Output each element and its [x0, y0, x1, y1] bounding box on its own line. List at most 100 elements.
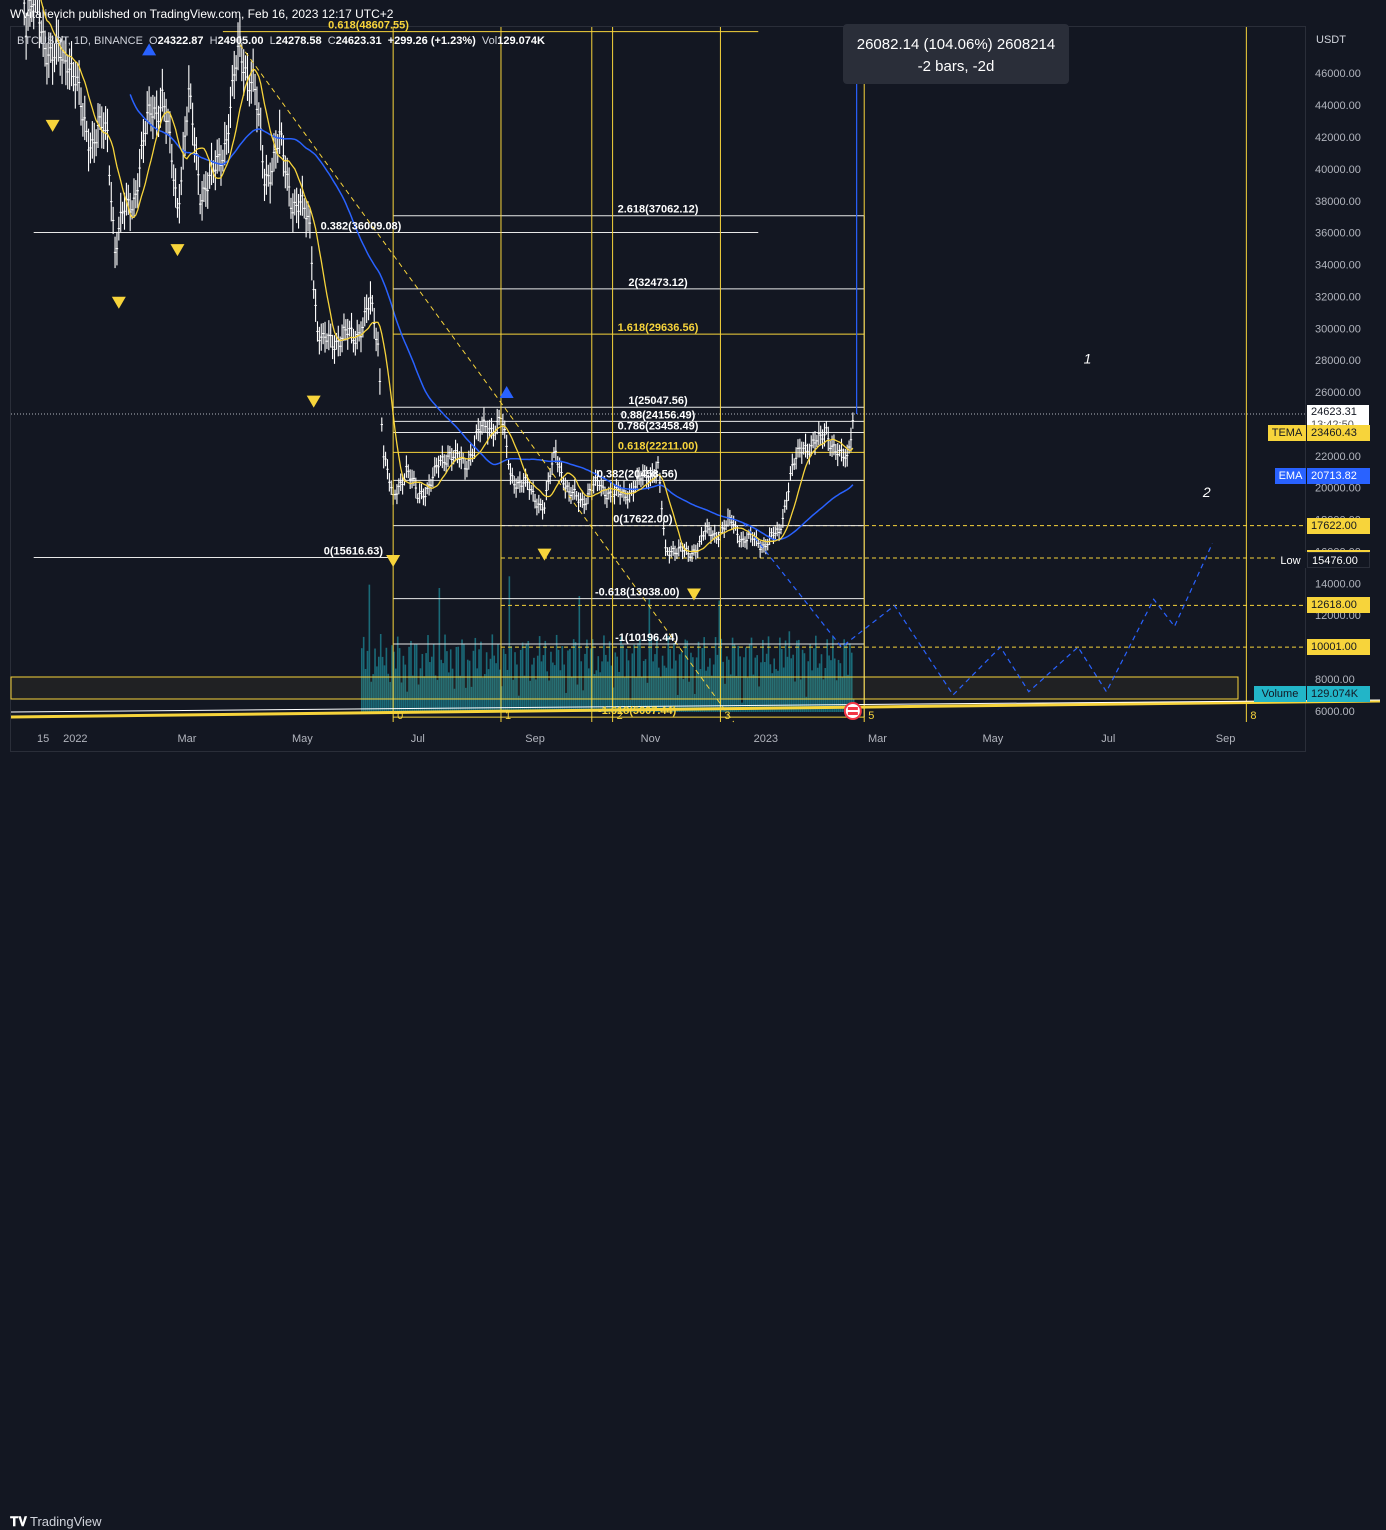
- volume-bar: [446, 651, 448, 712]
- volume-value: 129.074K: [497, 35, 545, 47]
- symbol-name[interactable]: BTCUSDT, 1D, BINANCE: [17, 35, 143, 47]
- volume-bar: [633, 644, 636, 712]
- fib-level-label: 0(17622.00): [613, 514, 673, 526]
- volume-bar: [374, 648, 376, 712]
- volume-bar: [493, 655, 496, 712]
- volume-bar: [421, 653, 424, 712]
- volume-bar: [676, 694, 679, 712]
- volume-bar: [589, 648, 592, 712]
- volume-bar: [478, 649, 480, 712]
- x-tick-label: 15: [37, 733, 49, 745]
- volume-bar: [383, 665, 386, 712]
- volume-bar: [701, 648, 704, 712]
- volume-bar: [518, 695, 520, 712]
- down-arrow-marker: [45, 119, 60, 132]
- volume-bar: [504, 653, 507, 712]
- volume-bar: [724, 683, 726, 712]
- volume-bar: [389, 681, 391, 712]
- low-value: 24278.58: [275, 35, 322, 47]
- tradingview-brand: TradingView: [30, 1514, 102, 1529]
- volume-bar: [461, 639, 463, 712]
- price-tag-name: Low: [1275, 551, 1306, 568]
- fib-level-label: 0.786(23458.49): [618, 421, 699, 433]
- volume-bar: [378, 656, 380, 712]
- volume-bar: [771, 673, 774, 712]
- main-chart[interactable]: 0.618(48607.55) 0.382(36009.08) 0(15616.63…: [0, 0, 1386, 787]
- volume-bar: [714, 637, 717, 712]
- volume-bar: [712, 664, 715, 712]
- volume-bar: [832, 636, 834, 712]
- volume-bar: [417, 684, 420, 712]
- fib-level-label: -1.618(5607.44): [598, 705, 677, 717]
- volume-bar: [430, 656, 433, 712]
- volume-bar: [644, 659, 647, 712]
- down-arrow-marker: [686, 588, 701, 601]
- y-tick-label: 40000.00: [1315, 164, 1361, 176]
- measure-tooltip: 26082.14 (104.06%) 2608214 -2 bars, -2d: [843, 24, 1069, 84]
- volume-bar: [434, 675, 437, 712]
- volume-bar: [362, 636, 365, 712]
- projection-path: [742, 522, 1213, 696]
- y-tick-label: 34000.00: [1315, 260, 1361, 272]
- volume-bar: [833, 658, 836, 712]
- high-value: 24905.00: [217, 35, 264, 47]
- volume-bar: [631, 653, 634, 712]
- volume-bar: [491, 634, 494, 712]
- y-tick-label: 14000.00: [1315, 578, 1361, 590]
- volume-bar: [705, 670, 707, 712]
- up-arrow-marker: [142, 43, 157, 56]
- y-tick-label: 32000.00: [1315, 291, 1361, 303]
- volume-bar: [803, 653, 806, 712]
- flag-stripe: [847, 712, 858, 715]
- volume-bar: [809, 644, 811, 712]
- tradingview-logo[interactable]: 𝐓𝐕 TradingView: [10, 1514, 102, 1530]
- volume-bar: [514, 652, 516, 712]
- volume-bar: [593, 674, 596, 712]
- volume-bar: [748, 643, 751, 712]
- volume-bar: [372, 674, 374, 712]
- volume-bar: [605, 654, 607, 712]
- volume-bar: [695, 657, 698, 712]
- volume-bar: [391, 645, 393, 712]
- volume-bar: [807, 661, 810, 712]
- fib-time-zone-label: 3: [724, 710, 730, 722]
- x-tick-label: Mar: [177, 733, 196, 745]
- volume-bar: [457, 646, 460, 712]
- x-tick-label: 2023: [754, 733, 778, 745]
- fib-level-label: 2.618(37062.12): [618, 204, 699, 216]
- volume-zone: [10, 676, 1239, 700]
- down-arrow-marker: [386, 555, 401, 568]
- volume-bar: [639, 639, 641, 712]
- x-tick-label: May: [292, 733, 313, 745]
- volume-bar: [792, 654, 794, 712]
- ohlc-legend: BTCUSDT, 1D, BINANCE O24322.87 H24905.00…: [17, 35, 545, 47]
- volume-bar: [816, 667, 819, 712]
- x-tick-label: Nov: [641, 733, 661, 745]
- volume-bar: [393, 651, 395, 712]
- volume-bar: [646, 682, 649, 712]
- volume-bar: [667, 635, 670, 712]
- chart-pane[interactable]: [10, 26, 1306, 752]
- volume-bar: [601, 661, 603, 712]
- price-tag-value: 15476.00: [1307, 551, 1370, 568]
- volume-bar: [563, 664, 566, 712]
- up-arrow-marker: [499, 386, 514, 399]
- volume-bar: [722, 661, 724, 712]
- volume-bar: [548, 680, 550, 712]
- y-tick-label: 26000.00: [1315, 387, 1361, 399]
- y-tick-label: 20000.00: [1315, 483, 1361, 495]
- volume-bar: [835, 680, 838, 712]
- volume-bar: [364, 668, 367, 712]
- volume-bar: [743, 657, 745, 712]
- volume-bar: [763, 662, 766, 712]
- volume-bar: [693, 693, 696, 712]
- volume-bar: [788, 631, 791, 712]
- volume-bar: [432, 643, 435, 712]
- measure-line-price: 26082.14 (104.06%) 2608214: [856, 36, 1056, 53]
- volume-bar: [376, 666, 378, 712]
- volume-bar: [661, 655, 664, 712]
- volume-bar: [754, 657, 757, 712]
- volume-bar: [762, 639, 764, 712]
- volume-bar: [680, 651, 683, 712]
- volume-bar: [368, 584, 371, 712]
